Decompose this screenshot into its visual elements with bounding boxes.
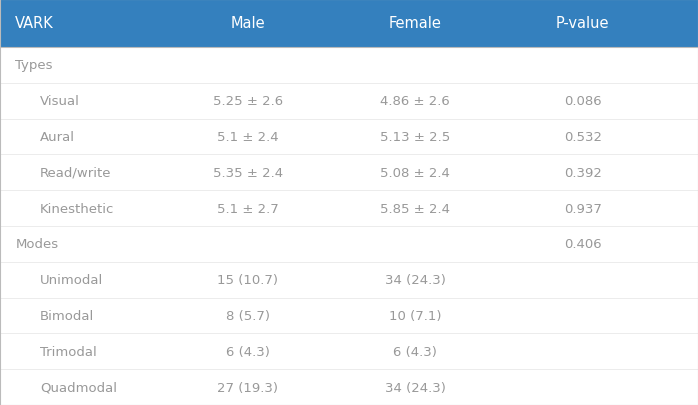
Text: 5.35 ± 2.4: 5.35 ± 2.4 [213,166,283,179]
Text: Read/write: Read/write [40,166,111,179]
Text: 0.406: 0.406 [564,238,602,251]
Text: 34 (24.3): 34 (24.3) [385,273,446,286]
Bar [0,0,698,48]
Text: P-value: P-value [556,17,609,31]
Text: Male: Male [230,17,265,31]
Text: 34 (24.3): 34 (24.3) [385,381,446,394]
Text: 6 (4.3): 6 (4.3) [226,345,269,358]
Text: 5.13 ± 2.5: 5.13 ± 2.5 [380,130,450,144]
Text: Kinesthetic: Kinesthetic [40,202,114,215]
Text: Bimodal: Bimodal [40,309,94,322]
Text: Trimodal: Trimodal [40,345,96,358]
Text: 5.85 ± 2.4: 5.85 ± 2.4 [380,202,450,215]
Text: Types: Types [15,59,53,72]
Text: 8 (5.7): 8 (5.7) [225,309,270,322]
Text: 10 (7.1): 10 (7.1) [389,309,442,322]
Text: Female: Female [389,17,442,31]
Text: 27 (19.3): 27 (19.3) [217,381,279,394]
Text: Unimodal: Unimodal [40,273,103,286]
Text: 5.08 ± 2.4: 5.08 ± 2.4 [380,166,450,179]
Text: 6 (4.3): 6 (4.3) [394,345,437,358]
Text: 5.1 ± 2.7: 5.1 ± 2.7 [217,202,279,215]
Text: Aural: Aural [40,130,75,144]
Text: 15 (10.7): 15 (10.7) [217,273,279,286]
Text: Quadmodal: Quadmodal [40,381,117,394]
Text: 0.086: 0.086 [564,95,602,108]
Text: 5.25 ± 2.6: 5.25 ± 2.6 [213,95,283,108]
Text: 0.937: 0.937 [564,202,602,215]
Text: 0.392: 0.392 [564,166,602,179]
Text: Modes: Modes [15,238,59,251]
Text: 5.1 ± 2.4: 5.1 ± 2.4 [217,130,279,144]
Text: 0.532: 0.532 [564,130,602,144]
Text: 4.86 ± 2.6: 4.86 ± 2.6 [380,95,450,108]
Text: VARK: VARK [15,17,54,31]
Text: Visual: Visual [40,95,80,108]
